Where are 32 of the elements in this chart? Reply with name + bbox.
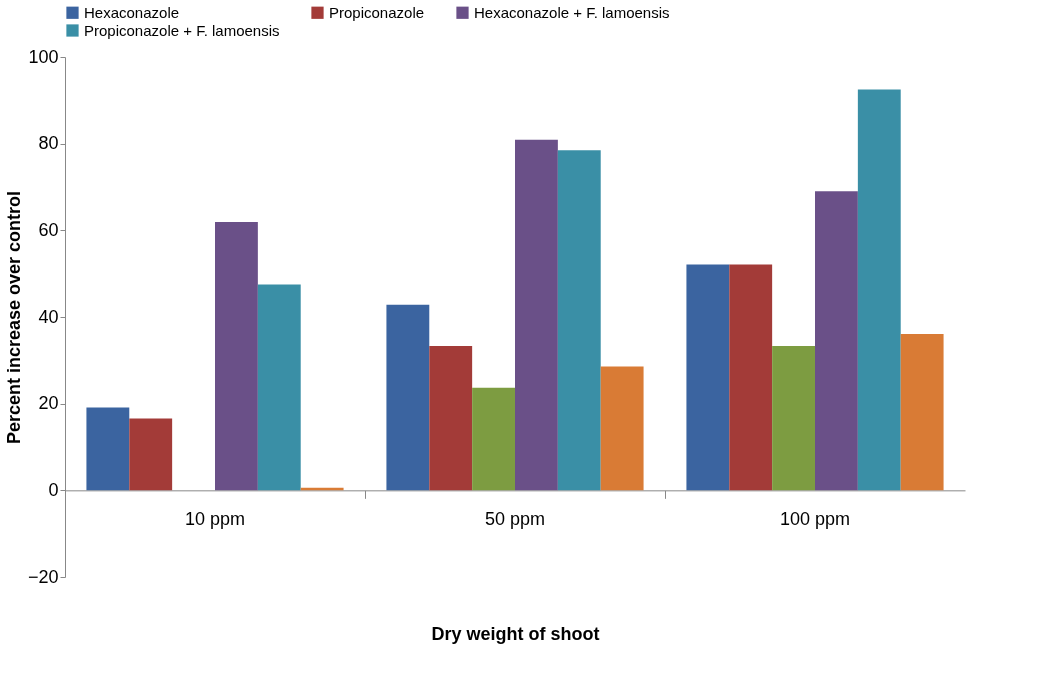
x-axis-title: Dry weight of shoot xyxy=(431,623,600,644)
bar xyxy=(386,304,430,491)
y-tick-label: 60 xyxy=(38,219,59,240)
x-tick-label: 10 ppm xyxy=(184,508,246,529)
bar xyxy=(429,346,473,491)
bar xyxy=(729,264,773,491)
bar xyxy=(900,333,944,491)
legend-label: Propiconazole + F. lamoensis xyxy=(84,21,280,39)
y-tick-label: 80 xyxy=(38,133,59,154)
bar xyxy=(129,418,173,491)
legend-label: Hexaconazole xyxy=(84,3,180,21)
y-tick-label: −20 xyxy=(27,566,59,587)
legend-label: Hexaconazole + F. lamoensis xyxy=(474,3,670,21)
legend-label: Propiconazole xyxy=(329,3,425,21)
bar xyxy=(472,387,515,491)
bar xyxy=(515,139,558,491)
y-tick-label: 0 xyxy=(48,479,59,500)
bar xyxy=(686,264,730,491)
x-tick-label: 50 ppm xyxy=(484,508,546,529)
bar xyxy=(815,191,858,491)
y-axis-title: Percent increase over control xyxy=(3,190,24,445)
bar xyxy=(86,407,130,491)
bar xyxy=(557,150,601,491)
y-tick-label: 20 xyxy=(38,393,59,414)
bar xyxy=(257,284,301,491)
bar xyxy=(772,346,815,491)
y-tick-label: 40 xyxy=(38,306,59,327)
y-tick-label: 100 xyxy=(28,46,59,67)
bar xyxy=(600,366,644,491)
bar xyxy=(215,222,258,491)
x-tick-label: 100 ppm xyxy=(779,508,851,529)
bar xyxy=(857,89,901,491)
